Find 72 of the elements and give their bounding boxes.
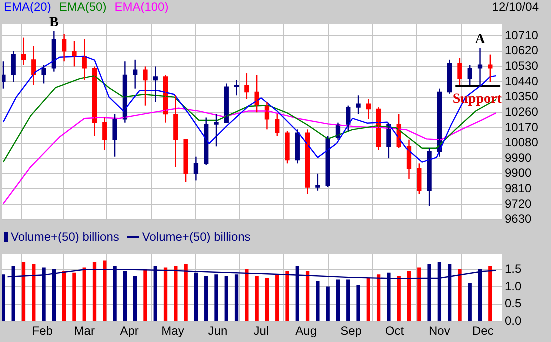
y-tick-label: 10710: [505, 28, 539, 42]
text: EMA(20): [4, 0, 52, 14]
bar: [224, 276, 228, 322]
bar: [255, 276, 259, 322]
y-tick-label: 10440: [505, 74, 539, 88]
bar: [82, 268, 86, 322]
bar: [346, 280, 350, 322]
bar: [204, 276, 208, 322]
bar: [418, 268, 422, 322]
bar: [184, 264, 188, 322]
bar: [72, 272, 76, 322]
x-tick-label: Jun: [208, 324, 228, 338]
x-tick-label: Nov: [429, 324, 450, 338]
bar: [407, 271, 412, 322]
bar: [245, 269, 249, 322]
annotation: B: [50, 16, 59, 31]
y-tick-label: 9810: [505, 181, 532, 196]
bar: [265, 278, 270, 322]
bar: [356, 284, 360, 322]
y-tick-label: 10530: [505, 59, 539, 74]
annotation: A: [475, 32, 486, 48]
bar: [458, 269, 462, 322]
bar: [376, 274, 381, 322]
bar: [316, 282, 320, 322]
candlestick: [214, 114, 219, 148]
y-tick-label: 9630: [505, 212, 532, 226]
bar: [22, 262, 26, 322]
bar: [134, 276, 138, 322]
bar: [468, 283, 472, 322]
bar: [32, 264, 36, 322]
x-tick-label: Apr: [120, 324, 139, 338]
bar: [488, 266, 492, 322]
x-tick-label: Sep: [340, 324, 362, 338]
y-tick-label: 10080: [505, 136, 539, 150]
y-tick-label: 10350: [505, 90, 539, 104]
text: EMA(100): [114, 0, 169, 14]
x-tick-label: Oct: [385, 324, 405, 338]
y-tick-label: 0.5: [505, 296, 522, 311]
bar: [164, 268, 168, 322]
bar: [326, 286, 330, 322]
y-tick-label: 0.0: [505, 314, 522, 328]
x-tick-label: Feb: [32, 324, 54, 338]
bar: [366, 278, 370, 322]
candlestick: [316, 173, 320, 192]
y-tick-label: 10170: [505, 120, 539, 134]
y-tick-label: 1.0: [505, 279, 522, 294]
y-tick-label: 10620: [505, 44, 539, 58]
bar: [397, 276, 401, 322]
bar: [103, 260, 107, 322]
bar: [174, 266, 178, 322]
legend-label: Volume+(50) billions: [11, 230, 120, 244]
x-tick-label: Dec: [472, 324, 494, 338]
y-tick-label: 9900: [505, 166, 532, 180]
bar: [62, 271, 66, 322]
bar: [276, 274, 280, 322]
x-tick-label: May: [162, 324, 184, 338]
y-tick-label: 10260: [505, 104, 539, 119]
x-tick-label: Mar: [74, 324, 95, 338]
y-tick-label: 9720: [505, 196, 532, 211]
bar: [286, 271, 290, 322]
bar: [306, 271, 310, 322]
bar: [92, 262, 97, 322]
legend-label: Volume+(50) billions: [142, 230, 251, 244]
bar: [336, 280, 340, 322]
bar: [2, 274, 6, 322]
text: 12/10/04: [492, 0, 540, 14]
y-tick-label: 1.5: [505, 262, 522, 276]
x-tick-label: Jul: [254, 324, 270, 338]
x-tick-label: Aug: [296, 324, 318, 338]
y-tick-label: 9990: [505, 150, 532, 165]
bar: [144, 269, 148, 322]
text: EMA(50): [59, 0, 107, 14]
